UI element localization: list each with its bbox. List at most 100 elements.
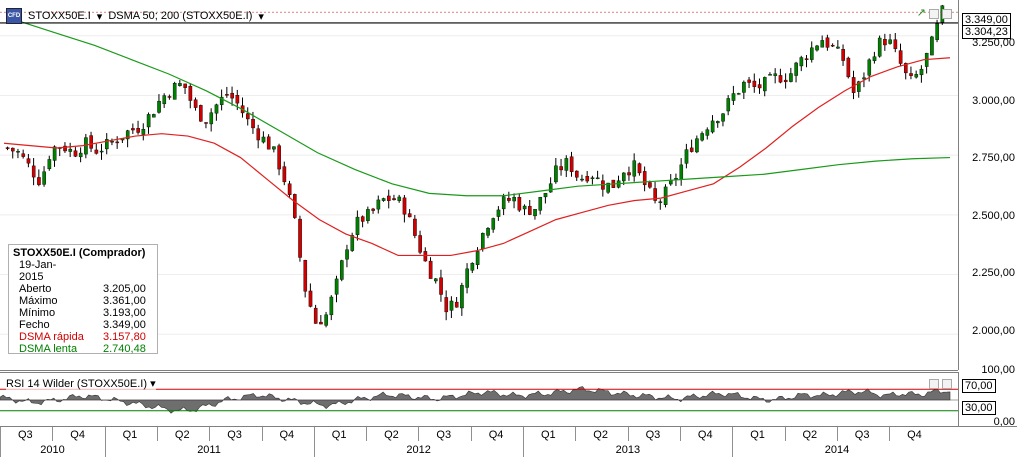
rsi-title[interactable]: RSI 14 Wilder (STOXX50E.I) ▾ (6, 377, 156, 390)
quarter-label: Q1 (122, 429, 138, 441)
symbol-selector[interactable]: STOXX50E.I (28, 10, 91, 22)
candle-body (313, 307, 318, 324)
candle-body (883, 39, 887, 46)
candle-body (303, 260, 308, 292)
candle-body (658, 201, 663, 203)
quarter-separator (784, 427, 786, 441)
quarter-label: Q2 (802, 429, 818, 441)
candle-body (522, 205, 527, 210)
quarter-label: Q1 (750, 429, 765, 441)
candle-body (172, 83, 177, 100)
candle-body (909, 73, 913, 76)
candle-body (533, 209, 537, 217)
price-chart[interactable] (0, 0, 958, 370)
candle-body (78, 152, 83, 158)
candle-body (590, 177, 595, 179)
candle-body (277, 145, 281, 170)
quarter-label: Q3 (18, 429, 33, 441)
candle-body (679, 164, 684, 180)
candle-body (251, 119, 255, 129)
time-axis[interactable]: Q3 Q4 Q1 Q2 Q3 Q4 Q1 Q2 Q3 Q4 Q1 Q2 Q3 Q4 Q1 Q2 Q3 Q4 2010… (0, 426, 1017, 457)
cursor-price-label: 3.304,23 (962, 25, 1011, 39)
trend-icon[interactable]: ↗ (916, 7, 926, 19)
year-label: 2013 (615, 444, 641, 456)
rsi-title-text: RSI 14 Wilder (STOXX50E.I) (6, 378, 148, 390)
candle-body (407, 213, 412, 218)
candle-body (898, 50, 903, 64)
candle-body (867, 59, 872, 76)
candle-body (674, 178, 678, 180)
year-separator (0, 441, 1, 457)
candle-body (42, 171, 46, 185)
candle-body (810, 47, 814, 60)
quarter-separator (0, 427, 1, 441)
candle-body (684, 149, 689, 164)
rsi-tick: 100,00 (981, 364, 1015, 376)
indicator-selector[interactable]: DSMA 50; 200 (STOXX50E.I) (108, 10, 253, 22)
rsi-pane[interactable]: RSI 14 Wilder (STOXX50E.I) ▾ (0, 372, 958, 427)
candle-body (188, 86, 193, 101)
candle-body (731, 93, 736, 101)
candle-body (167, 96, 172, 98)
candle-body (199, 105, 203, 122)
close-rsi-button[interactable] (942, 379, 952, 389)
rsi-lower-level: 30,00 (962, 401, 996, 415)
candle-body (663, 186, 668, 205)
candle-body (538, 196, 543, 211)
candle-body (481, 233, 485, 249)
maximize-pane-button[interactable] (929, 9, 939, 19)
fast-ma-value: 3.157,80 (103, 331, 146, 343)
indicator-dropdown-icon[interactable]: ▾ (258, 10, 264, 23)
maximize-rsi-button[interactable] (929, 379, 939, 389)
data-window-row: Máximo 3.361,00 (13, 295, 153, 307)
rsi-dropdown-icon[interactable]: ▾ (150, 378, 156, 390)
quarter-label: Q4 (488, 429, 504, 441)
quarter-separator (732, 427, 734, 441)
symbol-dropdown-icon[interactable]: ▾ (96, 10, 103, 23)
candle-body (569, 156, 574, 173)
candle-body (360, 216, 365, 222)
candle-body (125, 130, 130, 140)
candle-body (914, 74, 919, 78)
candle-body (402, 197, 407, 215)
price-chart-pane[interactable]: CFD STOXX50E.I ▾ DSMA 50; 200 (STOXX50E.… (0, 0, 958, 371)
candle-body (413, 218, 417, 236)
candle-body (73, 150, 78, 157)
candle-body (439, 277, 443, 295)
candle-body (726, 98, 731, 112)
quarter-separator (470, 427, 472, 441)
candle-body (397, 196, 402, 201)
quarter-label: Q2 (593, 429, 608, 441)
candle-body (637, 163, 642, 174)
close-pane-button[interactable] (942, 9, 952, 19)
year-label: 2011 (197, 444, 221, 456)
candle-body (261, 136, 266, 143)
candle-body (99, 150, 104, 153)
candle-body (21, 153, 26, 157)
candle-body (486, 228, 490, 236)
candle-body (460, 285, 464, 309)
candle-body (308, 290, 313, 307)
rsi-axis[interactable]: 100,00 70,00 30,00 0,00 (958, 364, 1017, 428)
candle-body (449, 300, 454, 311)
price-axis[interactable]: 3.250,00 3.000,00 2.750,00 2.500,00 2.25… (958, 0, 1017, 370)
quarter-separator (627, 427, 629, 441)
candle-body (825, 37, 830, 48)
year-separator (104, 441, 106, 457)
data-window-row: Fecho 3.349,00 (13, 319, 153, 331)
candle-body (935, 23, 939, 40)
year-label: 2012 (406, 444, 431, 456)
candle-body (298, 218, 302, 258)
candle-body (893, 39, 898, 49)
candle-body (491, 218, 496, 230)
quarter-separator (575, 427, 577, 441)
fast-ma-label: DSMA rápida (19, 331, 84, 343)
candle-body (465, 268, 469, 288)
price-tick: 2.000,00 (972, 325, 1015, 337)
candle-body (63, 145, 67, 152)
candle-body (26, 158, 31, 164)
quarter-label: Q2 (174, 429, 190, 441)
candle-body (841, 49, 845, 61)
candle-body (742, 81, 746, 93)
rsi-chart[interactable] (0, 373, 958, 427)
